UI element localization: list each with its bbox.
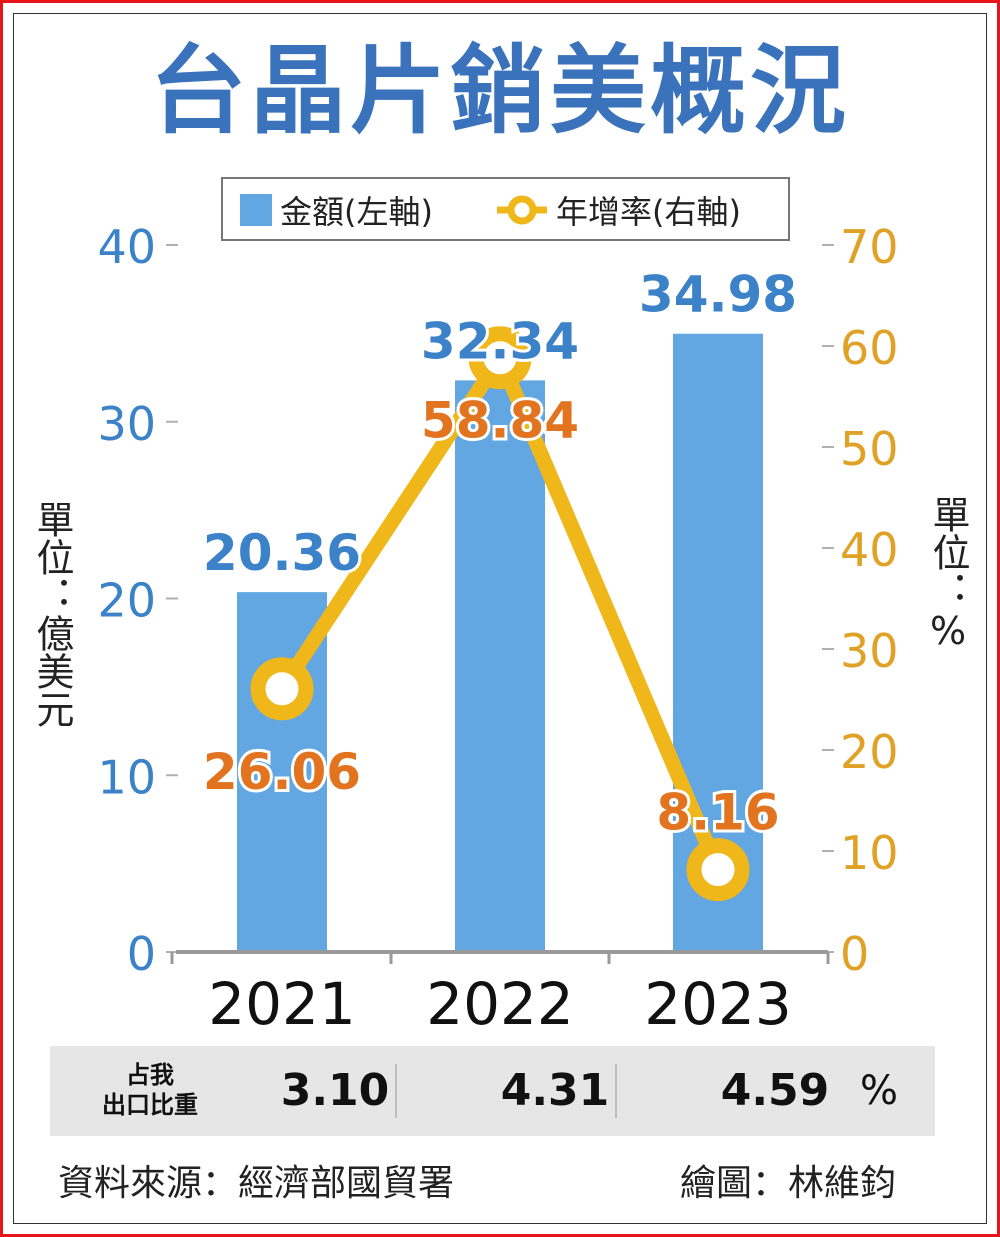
legend-bar-label: 金額(左軸): [280, 193, 433, 231]
bar-value-label-2021: 20.36: [203, 524, 361, 582]
line-value-label-2022: 58.84: [421, 392, 579, 450]
x-axis-label-2021: 2021: [208, 970, 356, 1038]
right-axis-tick-label: 0: [840, 927, 869, 981]
data-source: 資料來源：經濟部國貿署: [58, 1163, 455, 1204]
left-axis-unit-label: 單位：億美元: [30, 500, 74, 728]
left-axis-tick-label: 10: [97, 750, 156, 804]
legend-box: [221, 177, 790, 241]
left-axis-tick-label: 30: [97, 397, 156, 451]
right-axis-tick-label: 70: [840, 220, 899, 274]
x-axis-label-2022: 2022: [426, 970, 574, 1038]
export-share-2021: 3.10: [280, 1065, 390, 1116]
right-axis-tick-label: 20: [840, 725, 899, 779]
export-share-label: 占我 出口比重: [102, 1061, 198, 1119]
chart-title: 台晶片銷美概況: [150, 35, 850, 147]
legend-line-marker: [507, 195, 537, 225]
left-axis-tick-label: 20: [97, 574, 156, 628]
x-axis-label-2023: 2023: [644, 970, 792, 1038]
line-value-label-2023: 8.16: [656, 784, 779, 842]
share-divider: [395, 1064, 397, 1118]
right-axis-tick-label: 50: [840, 422, 899, 476]
export-share-2022: 4.31: [500, 1065, 610, 1116]
right-axis-tick-label: 30: [840, 624, 899, 678]
right-axis-tick-label: 60: [840, 321, 899, 375]
bar-value-label-2022: 32.34: [421, 312, 579, 370]
growth-point-2022: [468, 326, 532, 390]
right-axis-tick-label: 40: [840, 523, 899, 577]
legend-bar-swatch: [240, 194, 272, 226]
graphic-credit: 繪圖：林維鈞: [680, 1163, 897, 1204]
export-share-unit: %: [860, 1068, 899, 1114]
bar-2022: [455, 380, 545, 952]
growth-point-2023: [686, 838, 750, 902]
line-value-label-2021: 26.06: [203, 743, 361, 801]
export-share-row: 占我 出口比重 3.10 4.31 4.59 %: [50, 1046, 935, 1136]
left-axis-tick-label: 0: [127, 927, 156, 981]
growth-point-2021: [250, 657, 314, 721]
right-axis-unit-label: 單位：%: [926, 495, 970, 653]
left-axis-tick-label: 40: [97, 220, 156, 274]
right-axis-tick-label: 10: [840, 826, 899, 880]
legend-line-label: 年增率(右軸): [556, 193, 741, 231]
share-divider: [615, 1064, 617, 1118]
bar-value-label-2023: 34.98: [639, 266, 797, 324]
inner-frame: [13, 13, 987, 1224]
export-share-2023: 4.59: [720, 1065, 830, 1116]
